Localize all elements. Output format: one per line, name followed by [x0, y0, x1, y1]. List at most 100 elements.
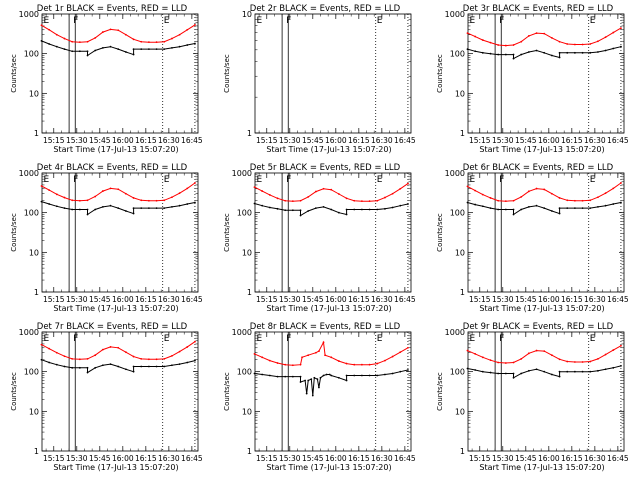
series-events-point [474, 369, 477, 371]
x-tick-label: 16:00 [112, 295, 134, 304]
series-lld-point [504, 362, 507, 364]
series-events-point [604, 368, 607, 371]
x-tick-label: 15:30 [492, 295, 514, 304]
x-tick-label: 15:30 [66, 136, 88, 145]
series-lld-point [40, 343, 43, 346]
series-events-point [40, 358, 43, 361]
series-events-point [612, 47, 615, 50]
series-events-point [299, 209, 302, 212]
series-events-point [178, 45, 181, 48]
marker-label: E [470, 16, 476, 26]
series-events-point [316, 378, 319, 380]
x-tick-label: 16:15 [135, 295, 157, 304]
series-lld-point [520, 195, 523, 198]
series-lld-point [132, 355, 135, 358]
y-tick-label: 1 [34, 288, 39, 297]
y-tick-label: 1000 [232, 328, 252, 337]
series-events-point [109, 363, 112, 366]
series-events-point [353, 208, 356, 211]
series-lld-point [276, 362, 279, 364]
x-tick-label: 15:15 [43, 136, 65, 145]
series-lld-point [109, 28, 112, 31]
y-tick-label: 100 [450, 50, 465, 59]
series-lld-point [345, 197, 348, 200]
x-tick-label: 16:00 [325, 136, 347, 145]
x-tick-label: 16:00 [538, 136, 560, 145]
series-events-point [474, 203, 477, 206]
series-events-point [109, 45, 112, 48]
marker-label: E [377, 175, 383, 185]
series-lld-point [48, 189, 51, 192]
panel-title: Det 1r BLACK = Events, RED = LLD [37, 4, 188, 14]
x-tick-label: 16:45 [394, 136, 416, 145]
y-tick-label: 10 [455, 89, 465, 98]
series-lld-point [612, 31, 615, 34]
x-tick-label: 15:45 [515, 454, 537, 463]
x-tick-label: 16:00 [325, 454, 347, 463]
x-tick-label: 15:45 [302, 136, 324, 145]
series-events-point [291, 209, 294, 212]
series-lld-point [284, 363, 287, 366]
x-tick-label: 16:15 [348, 136, 370, 145]
series-events-point [337, 376, 340, 379]
series-events-point [543, 207, 546, 210]
x-tick-label: 15:45 [515, 136, 537, 145]
series-events-point [55, 45, 58, 48]
series-lld-point [527, 352, 530, 355]
series-lld-point [94, 354, 97, 357]
series-lld-point [612, 349, 615, 351]
series-events-point [171, 205, 173, 208]
series-lld-point [276, 197, 279, 200]
x-tick-label: 15:45 [302, 295, 324, 304]
x-tick-label: 16:30 [158, 454, 180, 463]
series-lld-point [543, 350, 546, 352]
x-tick-label: 16:45 [394, 295, 416, 304]
series-lld-point [489, 197, 492, 199]
series-lld-point [512, 361, 515, 364]
x-tick-label: 15:30 [492, 454, 514, 463]
series-events-point [186, 44, 189, 46]
y-tick-label: 1 [247, 288, 252, 297]
series-events-point [322, 205, 325, 208]
marker-label: F [73, 334, 78, 344]
series-events-point [117, 48, 120, 51]
series-lld-point [63, 196, 66, 199]
series-events-point [589, 207, 592, 210]
panel-7: Det 7r BLACK = Events, RED = LLD 1 10 100 10… [10, 322, 203, 472]
y-axis-label: Counts/sec [10, 372, 18, 411]
series-events-point [620, 201, 622, 204]
series-lld-point [566, 360, 569, 363]
marker-label: E [164, 175, 170, 185]
series-lld-point [466, 349, 469, 352]
series-lld-point [117, 346, 120, 349]
series-lld-point [109, 187, 112, 190]
y-tick-label: 10 [242, 407, 252, 416]
x-tick-label: 16:30 [371, 454, 393, 463]
series-lld-point [171, 354, 173, 357]
panel-6: Det 6r BLACK = Events, RED = LLD 1 10 100 10… [436, 163, 629, 313]
series-lld-point [94, 36, 97, 39]
series-lld-point [322, 341, 325, 344]
y-tick-label: 100 [450, 368, 465, 377]
panel-2: Det 2r BLACK = Events, RED = LLD 1 10 Count… [223, 4, 416, 154]
y-tick-label: 100 [24, 50, 39, 59]
series-events-point [124, 210, 127, 212]
series-lld-point [86, 40, 89, 43]
series-lld-point [101, 190, 104, 192]
panel-title: Det 5r BLACK = Events, RED = LLD [250, 163, 401, 173]
marker-label: E [257, 334, 263, 344]
series-events-point [276, 375, 279, 378]
series-lld-point [253, 186, 256, 189]
series-events-point [109, 204, 112, 207]
series-events-point [550, 54, 553, 57]
series-events-point [512, 376, 515, 379]
series-events-point [253, 372, 256, 375]
series-lld-point [155, 358, 158, 361]
series-events-point [481, 51, 484, 54]
series-events-point [345, 208, 348, 211]
x-tick-label: 16:45 [607, 295, 629, 304]
x-tick-label: 15:15 [43, 295, 65, 304]
series-events-point [543, 51, 546, 54]
series-lld-point [40, 24, 43, 27]
series-events-point [520, 208, 523, 211]
